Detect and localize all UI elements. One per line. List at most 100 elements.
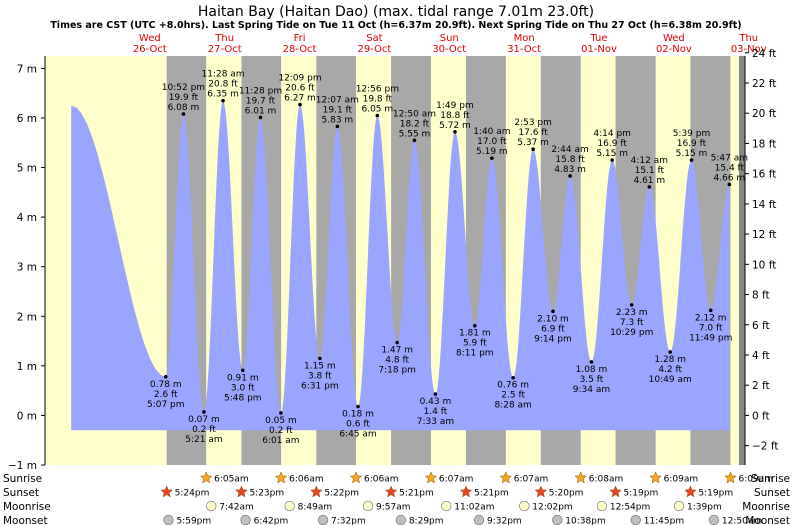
sunrise-icon xyxy=(574,471,588,484)
moonrise-icon xyxy=(362,500,374,512)
sunrise-icon xyxy=(649,471,662,484)
sunset-time: 5:19pm xyxy=(698,489,733,499)
tide-marker xyxy=(375,113,380,118)
high-tide-label: 5:39 pm xyxy=(673,129,711,139)
low-tide-label: 6:45 am xyxy=(339,430,376,440)
high-tide-label: 6.05 m xyxy=(361,104,393,114)
high-tide-label: 19.7 ft xyxy=(246,96,276,106)
low-tide-label: 0.2 ft xyxy=(192,425,216,435)
moonrise-icon xyxy=(519,500,530,512)
right-tick-label: 12 ft xyxy=(752,229,776,241)
low-tide-label: 5:07 pm xyxy=(147,400,185,410)
day-name: Sun xyxy=(440,33,459,44)
high-tide-label: 18.8 ft xyxy=(440,111,470,121)
low-tide-label: 1.15 m xyxy=(304,361,336,371)
day-date: 02-Nov xyxy=(656,44,692,55)
low-tide-label: 0.91 m xyxy=(227,373,259,383)
right-tick-label: 6 ft xyxy=(752,320,770,332)
high-tide-label: 15.8 ft xyxy=(555,155,585,165)
sunrise-row-label: Sunrise xyxy=(3,473,42,485)
sunset-time: 5:19pm xyxy=(624,489,659,499)
low-tide-label: 4.2 ft xyxy=(658,365,682,375)
moonset-icon xyxy=(317,514,329,525)
right-tick-label: 24 ft xyxy=(752,48,776,60)
sunrise-icon xyxy=(424,471,438,484)
tide-marker xyxy=(473,323,477,328)
chart-subtitle: Times are CST (UTC +8.0hrs). Last Spring… xyxy=(50,20,741,31)
left-tick-label: 3 m xyxy=(17,262,37,274)
moonrise-icon xyxy=(673,500,685,512)
sunset-time: 5:24pm xyxy=(175,489,210,499)
right-tick-label: 0 ft xyxy=(752,410,770,422)
low-tide-label: 9:34 am xyxy=(573,385,610,395)
right-tick-label: −2 ft xyxy=(752,441,778,453)
day-date: 03-Nov xyxy=(731,44,767,55)
moonset-time: 6:42pm xyxy=(254,517,289,525)
sunset-icon xyxy=(684,485,697,498)
day-name: Mon xyxy=(514,33,535,44)
tide-marker xyxy=(511,375,515,380)
right-tick-label: 18 ft xyxy=(752,138,776,150)
right-tick-label: 22 ft xyxy=(752,78,776,90)
low-tide-label: 0.07 m xyxy=(188,415,220,425)
low-tide-label: 1.47 m xyxy=(381,346,413,356)
axes: −1 m 0 m 1 m 2 m 3 m 4 m 5 m 6 m 7 m −2 ft 0 ft 2 f… xyxy=(8,48,779,472)
tide-marker xyxy=(279,411,283,415)
moonset-icon xyxy=(708,514,720,525)
sunrise-time: 6:08am xyxy=(589,475,624,485)
right-tick-label: 16 ft xyxy=(752,169,776,181)
tide-marker xyxy=(708,308,713,313)
low-tide-label: 9:14 pm xyxy=(534,334,572,344)
moonrise-time: 7:42am xyxy=(219,503,254,513)
high-tide-label: 17.6 ft xyxy=(518,128,548,138)
low-tide-label: 11:49 pm xyxy=(689,333,732,343)
day-date: 26-Oct xyxy=(133,44,167,55)
right-tick-label: 2 ft xyxy=(752,380,770,392)
moonrise-time: 11:02am xyxy=(454,503,494,513)
high-tide-label: 5:47 am xyxy=(711,153,748,163)
sunset-time: 5:23pm xyxy=(249,489,284,499)
moonrise-time: 12:02pm xyxy=(532,503,572,513)
right-tick-label: 4 ft xyxy=(752,350,770,362)
sunset-row-label-right: Sunset xyxy=(754,487,790,499)
moonrise-time: 8:49am xyxy=(298,503,333,513)
low-tide-label: 10:49 am xyxy=(649,375,692,385)
sunrise-icon xyxy=(274,471,288,484)
tide-marker xyxy=(490,156,494,160)
sunset-time: 5:21pm xyxy=(399,489,434,499)
tide-marker xyxy=(647,185,652,189)
tide-marker xyxy=(356,404,360,409)
high-tide-label: 5.15 m xyxy=(676,149,708,159)
tide-marker xyxy=(531,147,535,152)
low-tide-label: 7:33 am xyxy=(417,417,454,427)
moonset-time: 9:32pm xyxy=(487,517,522,525)
sunrise-icon xyxy=(199,471,213,484)
moonset-icon xyxy=(163,514,174,525)
tide-marker xyxy=(298,102,302,107)
sunset-icon xyxy=(609,485,622,498)
tide-marker xyxy=(181,112,186,116)
sunset-time: 5:21pm xyxy=(474,489,509,499)
low-tide-label: 7:18 pm xyxy=(378,366,416,376)
sunrise-time: 6:09am xyxy=(664,475,699,485)
moonrise-icon xyxy=(206,500,217,512)
low-tide-label: 4.8 ft xyxy=(385,356,409,366)
low-tide-label: 5.9 ft xyxy=(463,339,487,349)
high-tide-label: 15.1 ft xyxy=(635,166,665,176)
high-tide-label: 16.9 ft xyxy=(597,139,627,149)
high-tide-label: 6.27 m xyxy=(284,94,316,104)
low-tide-label: 2.10 m xyxy=(537,314,569,324)
moonset-icon xyxy=(630,514,641,525)
sunset-row-label: Sunset xyxy=(3,487,39,499)
high-tide-label: 20.8 ft xyxy=(208,80,238,90)
moonrise-time: 1:39pm xyxy=(687,503,722,513)
low-tide-label: 5:48 pm xyxy=(224,393,262,403)
high-tide-label: 4.61 m xyxy=(633,176,665,186)
sunset-icon xyxy=(384,485,398,498)
low-tide-label: 2.5 ft xyxy=(501,391,525,401)
sunrise-time: 6:09am xyxy=(738,475,773,485)
low-tide-label: 3.0 ft xyxy=(231,383,255,393)
moonset-row-label: Moonset xyxy=(3,515,48,525)
low-tide-label: 6:31 pm xyxy=(301,381,339,391)
